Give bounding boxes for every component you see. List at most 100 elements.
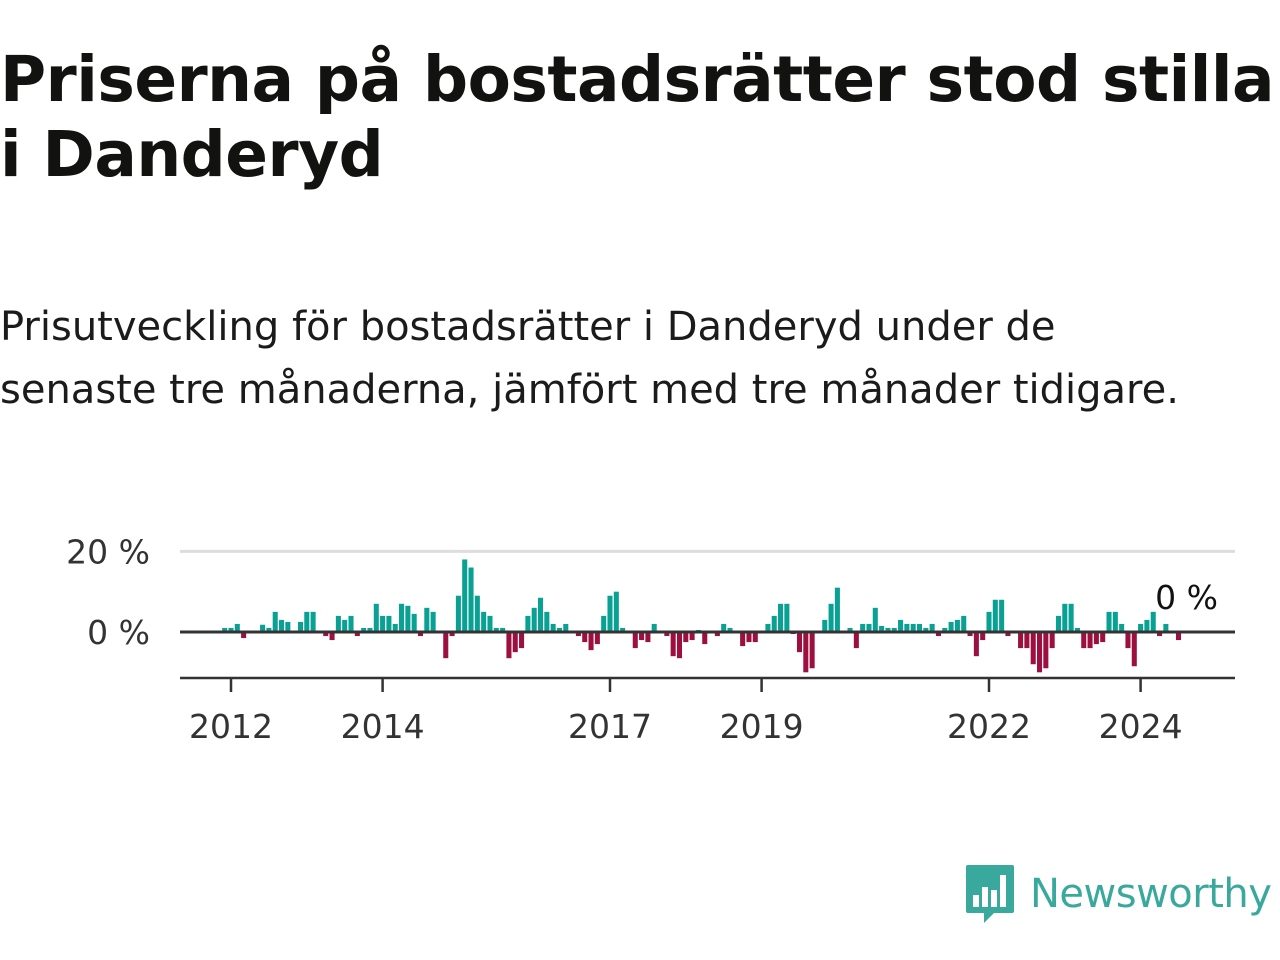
bar (222, 627, 228, 632)
bar (329, 632, 335, 641)
bar (373, 603, 379, 632)
chart-title: Priserna på bostadsrätter stod stilla i … (0, 43, 1274, 191)
bar (866, 623, 872, 632)
bar (796, 632, 803, 653)
bar (1106, 611, 1112, 632)
bar (285, 621, 291, 632)
bar (898, 619, 904, 632)
bar (1150, 611, 1156, 632)
y-tick-label: 0 % (87, 613, 150, 652)
bar (980, 632, 986, 641)
bar (778, 603, 784, 632)
bar (342, 619, 348, 632)
bar (879, 625, 885, 632)
bar (689, 632, 695, 641)
bar (279, 619, 285, 632)
bar (544, 611, 550, 632)
bar (588, 632, 594, 651)
bar (683, 632, 689, 643)
bar (1175, 632, 1182, 641)
bar (632, 632, 638, 649)
bar (853, 632, 859, 649)
bar (967, 632, 973, 637)
bar (1018, 632, 1024, 649)
bar (916, 623, 923, 632)
bar (424, 607, 430, 632)
bar (822, 619, 828, 632)
bar (834, 587, 840, 632)
bar (550, 623, 556, 632)
bar (361, 627, 367, 632)
bar (500, 627, 506, 632)
bar (1144, 619, 1150, 632)
bar (929, 623, 935, 632)
bar (891, 627, 897, 632)
bar (740, 632, 746, 647)
bar (430, 611, 436, 632)
bar (392, 623, 398, 632)
bar (923, 627, 929, 632)
bar (992, 599, 998, 632)
bar (411, 613, 417, 632)
logo-text: Newsworthy (1030, 871, 1272, 917)
bar (348, 615, 354, 632)
bar (904, 623, 910, 632)
bar (449, 632, 455, 637)
bar (455, 595, 461, 632)
bar (746, 632, 752, 643)
bar (468, 567, 474, 632)
bar (481, 611, 487, 632)
bar (1005, 632, 1011, 637)
bar (765, 623, 771, 632)
bar (948, 621, 954, 632)
bar (512, 632, 518, 653)
bar (721, 623, 727, 632)
bar (386, 615, 392, 632)
bar (664, 632, 670, 637)
bar (1062, 603, 1068, 632)
bar (1163, 623, 1169, 632)
bar (323, 632, 329, 637)
bar (702, 632, 708, 645)
bar (1074, 627, 1080, 632)
bar (847, 627, 853, 632)
bar (582, 632, 588, 643)
bar (639, 632, 645, 641)
bar (266, 627, 272, 632)
price-change-bar-chart: 20 % 0 % 2012 2014 2017 2019 2022 2024 0 % (66, 532, 1235, 746)
bar (727, 627, 733, 632)
bar (1125, 632, 1131, 649)
bar (651, 623, 657, 632)
bar (1055, 615, 1062, 632)
bar (620, 627, 626, 632)
bar (645, 632, 651, 643)
bar (1093, 632, 1099, 645)
bar (1087, 632, 1093, 649)
bar (860, 623, 866, 632)
bar (752, 632, 758, 643)
x-tick-label: 2019 (720, 707, 804, 746)
bars (222, 559, 1182, 673)
bar (1043, 632, 1049, 669)
bar (1024, 632, 1030, 649)
bar (304, 611, 310, 632)
bar (1138, 623, 1144, 632)
axis-labels: 20 % 0 % 2012 2014 2017 2019 2022 2024 0 % (66, 532, 1218, 746)
bar (676, 632, 683, 659)
y-tick-label: 20 % (66, 532, 150, 571)
bar (241, 632, 247, 639)
bar (354, 632, 360, 637)
bar (228, 627, 234, 632)
bar (310, 611, 316, 632)
bar (1030, 632, 1036, 665)
bar (1068, 603, 1074, 632)
bar (803, 632, 809, 673)
bar (771, 615, 777, 632)
bar (1100, 632, 1106, 643)
bar (885, 627, 891, 632)
bar (563, 623, 569, 632)
bar (487, 615, 493, 632)
bar (594, 632, 600, 645)
bar (999, 599, 1005, 632)
bar (601, 615, 607, 632)
